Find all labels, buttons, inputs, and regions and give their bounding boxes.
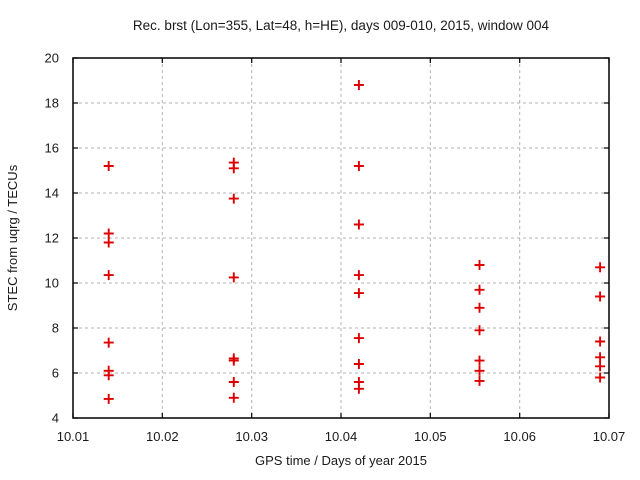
data-point-marker <box>228 272 239 283</box>
data-point-marker <box>474 325 485 336</box>
y-tick-label: 4 <box>52 411 59 426</box>
x-tick-label: 10.03 <box>235 429 268 444</box>
data-point-marker <box>595 262 606 273</box>
plot-border <box>72 57 610 419</box>
chart-title: Rec. brst (Lon=355, Lat=48, h=HE), days … <box>133 18 550 33</box>
data-point-marker <box>474 302 485 313</box>
x-tick-label: 10.01 <box>57 429 90 444</box>
data-point-marker <box>228 392 239 403</box>
y-tick-label: 6 <box>52 366 59 381</box>
data-point-marker <box>353 333 364 344</box>
data-point-marker <box>474 284 485 295</box>
data-point-marker <box>353 219 364 230</box>
y-tick-label: 8 <box>52 321 59 336</box>
data-point-marker <box>474 375 485 386</box>
data-point-marker <box>595 361 606 372</box>
data-point-marker <box>103 228 114 239</box>
data-point-marker <box>353 288 364 299</box>
data-point-marker <box>353 161 364 171</box>
y-axis-label: STEC from uqrg / TECUs <box>5 164 20 311</box>
y-tick-label: 10 <box>45 276 59 291</box>
x-tick-label: 10.04 <box>325 429 358 444</box>
data-point-marker <box>228 193 239 204</box>
plot-area: 10.01 10.02 10.03 10.04 10.05 10.06 10.07 4 6 8 10… <box>45 51 626 445</box>
data-point-marker <box>474 260 485 270</box>
x-tick-label: 10.05 <box>414 429 447 444</box>
x-tick-label: 10.02 <box>146 429 179 444</box>
data-point-marker <box>103 337 114 348</box>
data-point-marker <box>474 365 485 376</box>
x-tick-label: 10.06 <box>503 429 536 444</box>
data-point-marker <box>228 377 239 387</box>
data-point-marker <box>103 270 114 281</box>
data-point-marker <box>353 270 364 281</box>
data-point-marker <box>353 359 364 369</box>
y-tick-label: 16 <box>45 141 59 156</box>
y-tick-label: 18 <box>45 96 59 111</box>
y-tick-label: 12 <box>45 231 59 246</box>
y-tick-label: 20 <box>45 51 59 66</box>
data-point-marker <box>228 355 239 366</box>
data-point-marker <box>353 383 364 394</box>
data-point-marker <box>103 370 114 381</box>
x-tick-label: 10.07 <box>593 429 626 444</box>
data-point-marker <box>103 393 114 404</box>
data-point-marker <box>228 163 239 174</box>
data-point-marker <box>595 291 606 302</box>
data-point-marker <box>474 355 485 366</box>
x-axis-label: GPS time / Days of year 2015 <box>255 453 427 468</box>
data-point-marker <box>103 161 114 171</box>
data-point-marker <box>595 352 606 363</box>
data-point-marker <box>595 372 606 383</box>
y-tick-label: 14 <box>45 186 59 201</box>
data-point-marker <box>595 336 606 347</box>
data-point-marker <box>353 80 364 90</box>
data-point-marker <box>103 237 114 248</box>
